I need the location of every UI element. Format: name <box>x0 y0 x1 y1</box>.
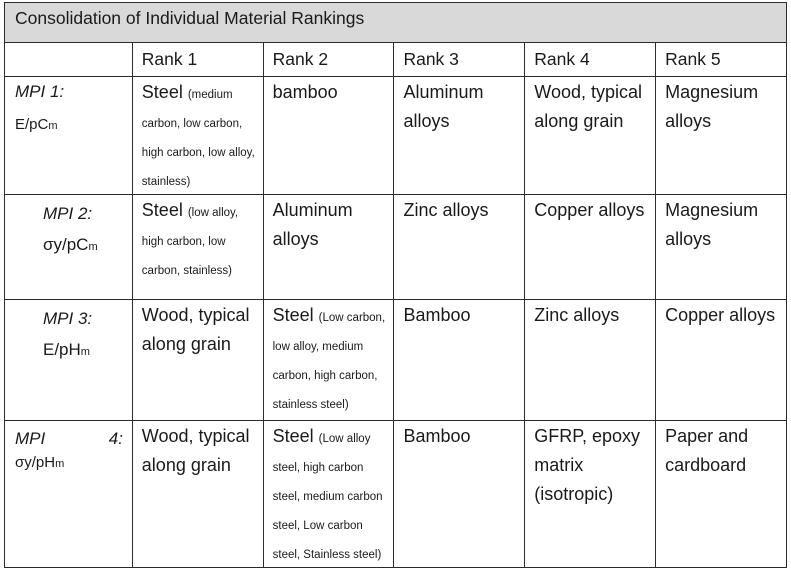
cell-detail: (medium carbon, low carbon, high carbon,… <box>141 89 255 188</box>
table-cell: Wood, typical along grain <box>131 299 264 421</box>
cell-main: GFRP, epoxy matrix (isotropic) <box>534 426 640 504</box>
table-cell: Steel (medium carbon, low carbon, high c… <box>131 76 264 195</box>
cell-detail: (Low carbon, low alloy, medium carbon, h… <box>272 312 386 411</box>
row-label: MPI 2: σy/pCm <box>4 194 133 300</box>
cell-main: Copper alloys <box>665 305 776 325</box>
cell-main: Zinc alloys <box>403 200 489 220</box>
table-row: MPI 3: E/pHm Wood, typical along grain S… <box>4 299 787 421</box>
row-label: MPI 3: E/pHm <box>4 299 133 421</box>
header-blank <box>4 42 133 77</box>
header-rank-1: Rank 1 <box>131 42 264 77</box>
table-cell: Zinc alloys <box>393 194 526 300</box>
table-row: MPI 4: σy/pHm Wood, typical along grain … <box>4 420 787 568</box>
table-cell: Zinc alloys <box>524 299 657 421</box>
metric-base: E/pH <box>43 340 81 359</box>
cell-main: Steel <box>272 426 314 446</box>
cell-main: Wood, typical along grain <box>141 426 250 475</box>
header-row: Rank 1 Rank 2 Rank 3 Rank 4 Rank 5 <box>4 42 787 77</box>
table-cell: Wood, typical along grain <box>131 420 264 568</box>
cell-main: Wood, typical along grain <box>534 82 642 131</box>
table-cell: Copper alloys <box>524 194 657 300</box>
metric-sub: m <box>48 120 58 132</box>
cell-main: Copper alloys <box>534 200 645 220</box>
header-rank-4: Rank 4 <box>524 42 657 77</box>
table-row: MPI 2: σy/pCm Steel (low alloy, high car… <box>4 194 787 300</box>
cell-main: Magnesium alloys <box>665 200 759 249</box>
cell-main: Steel <box>141 200 183 220</box>
metric-base: E/pC <box>15 116 49 133</box>
mpi-name: MPI 3 <box>43 309 88 328</box>
table-cell: Paper and cardboard <box>655 420 787 568</box>
cell-main: Magnesium alloys <box>665 82 759 131</box>
table-cell: GFRP, epoxy matrix (isotropic) <box>524 420 657 568</box>
cell-main: Zinc alloys <box>534 305 620 325</box>
table-cell: Aluminum alloys <box>262 194 395 300</box>
cell-main: Aluminum alloys <box>403 82 484 131</box>
table-cell: Steel (Low alloy steel, high carbon stee… <box>262 420 395 568</box>
metric-sub: m <box>55 458 65 470</box>
table-cell: Aluminum alloys <box>393 76 526 195</box>
row-label: MPI 4: σy/pHm <box>4 420 133 568</box>
cell-main: Bamboo <box>403 305 471 325</box>
mpi-number: 4 <box>108 429 119 448</box>
rankings-table: Consolidation of Individual Material Ran… <box>4 2 787 568</box>
cell-detail: (low alloy, high carbon, low carbon, sta… <box>141 207 239 277</box>
table-cell: Bamboo <box>393 299 526 421</box>
table-cell: Bamboo <box>393 420 526 568</box>
table-cell: Magnesium alloys <box>655 76 787 195</box>
table-cell: Wood, typical along grain <box>524 76 657 195</box>
metric-base: σy/pH <box>15 454 56 471</box>
header-rank-3: Rank 3 <box>393 42 526 77</box>
cell-detail: (Low alloy steel, high carbon steel, med… <box>272 433 383 561</box>
header-rank-5: Rank 5 <box>655 42 787 77</box>
cell-main: Wood, typical along grain <box>141 305 250 354</box>
table-title: Consolidation of Individual Material Ran… <box>4 2 787 43</box>
header-rank-2: Rank 2 <box>262 42 395 77</box>
cell-main: Steel <box>141 82 183 102</box>
metric-sub: m <box>88 241 98 253</box>
mpi-name: MPI <box>15 429 46 448</box>
table-cell: bamboo <box>262 76 395 195</box>
mpi-name: MPI 1 <box>15 82 60 101</box>
mpi-name: MPI 2 <box>43 204 88 223</box>
cell-main: Paper and cardboard <box>665 426 749 475</box>
cell-main: Steel <box>272 305 314 325</box>
cell-main: Aluminum alloys <box>272 200 353 249</box>
table-cell: Copper alloys <box>655 299 787 421</box>
table-row: MPI 1: E/pCm Steel (medium carbon, low c… <box>4 76 787 195</box>
table-cell: Magnesium alloys <box>655 194 787 300</box>
row-label: MPI 1: E/pCm <box>4 76 133 195</box>
rankings-table-container: Consolidation of Individual Material Ran… <box>4 2 787 568</box>
metric-base: σy/pC <box>43 235 89 254</box>
table-cell: Steel (low alloy, high carbon, low carbo… <box>131 194 264 300</box>
table-cell: Steel (Low carbon, low alloy, medium car… <box>262 299 395 421</box>
cell-main: Bamboo <box>403 426 471 446</box>
metric-sub: m <box>80 346 90 358</box>
cell-main: bamboo <box>272 82 338 102</box>
